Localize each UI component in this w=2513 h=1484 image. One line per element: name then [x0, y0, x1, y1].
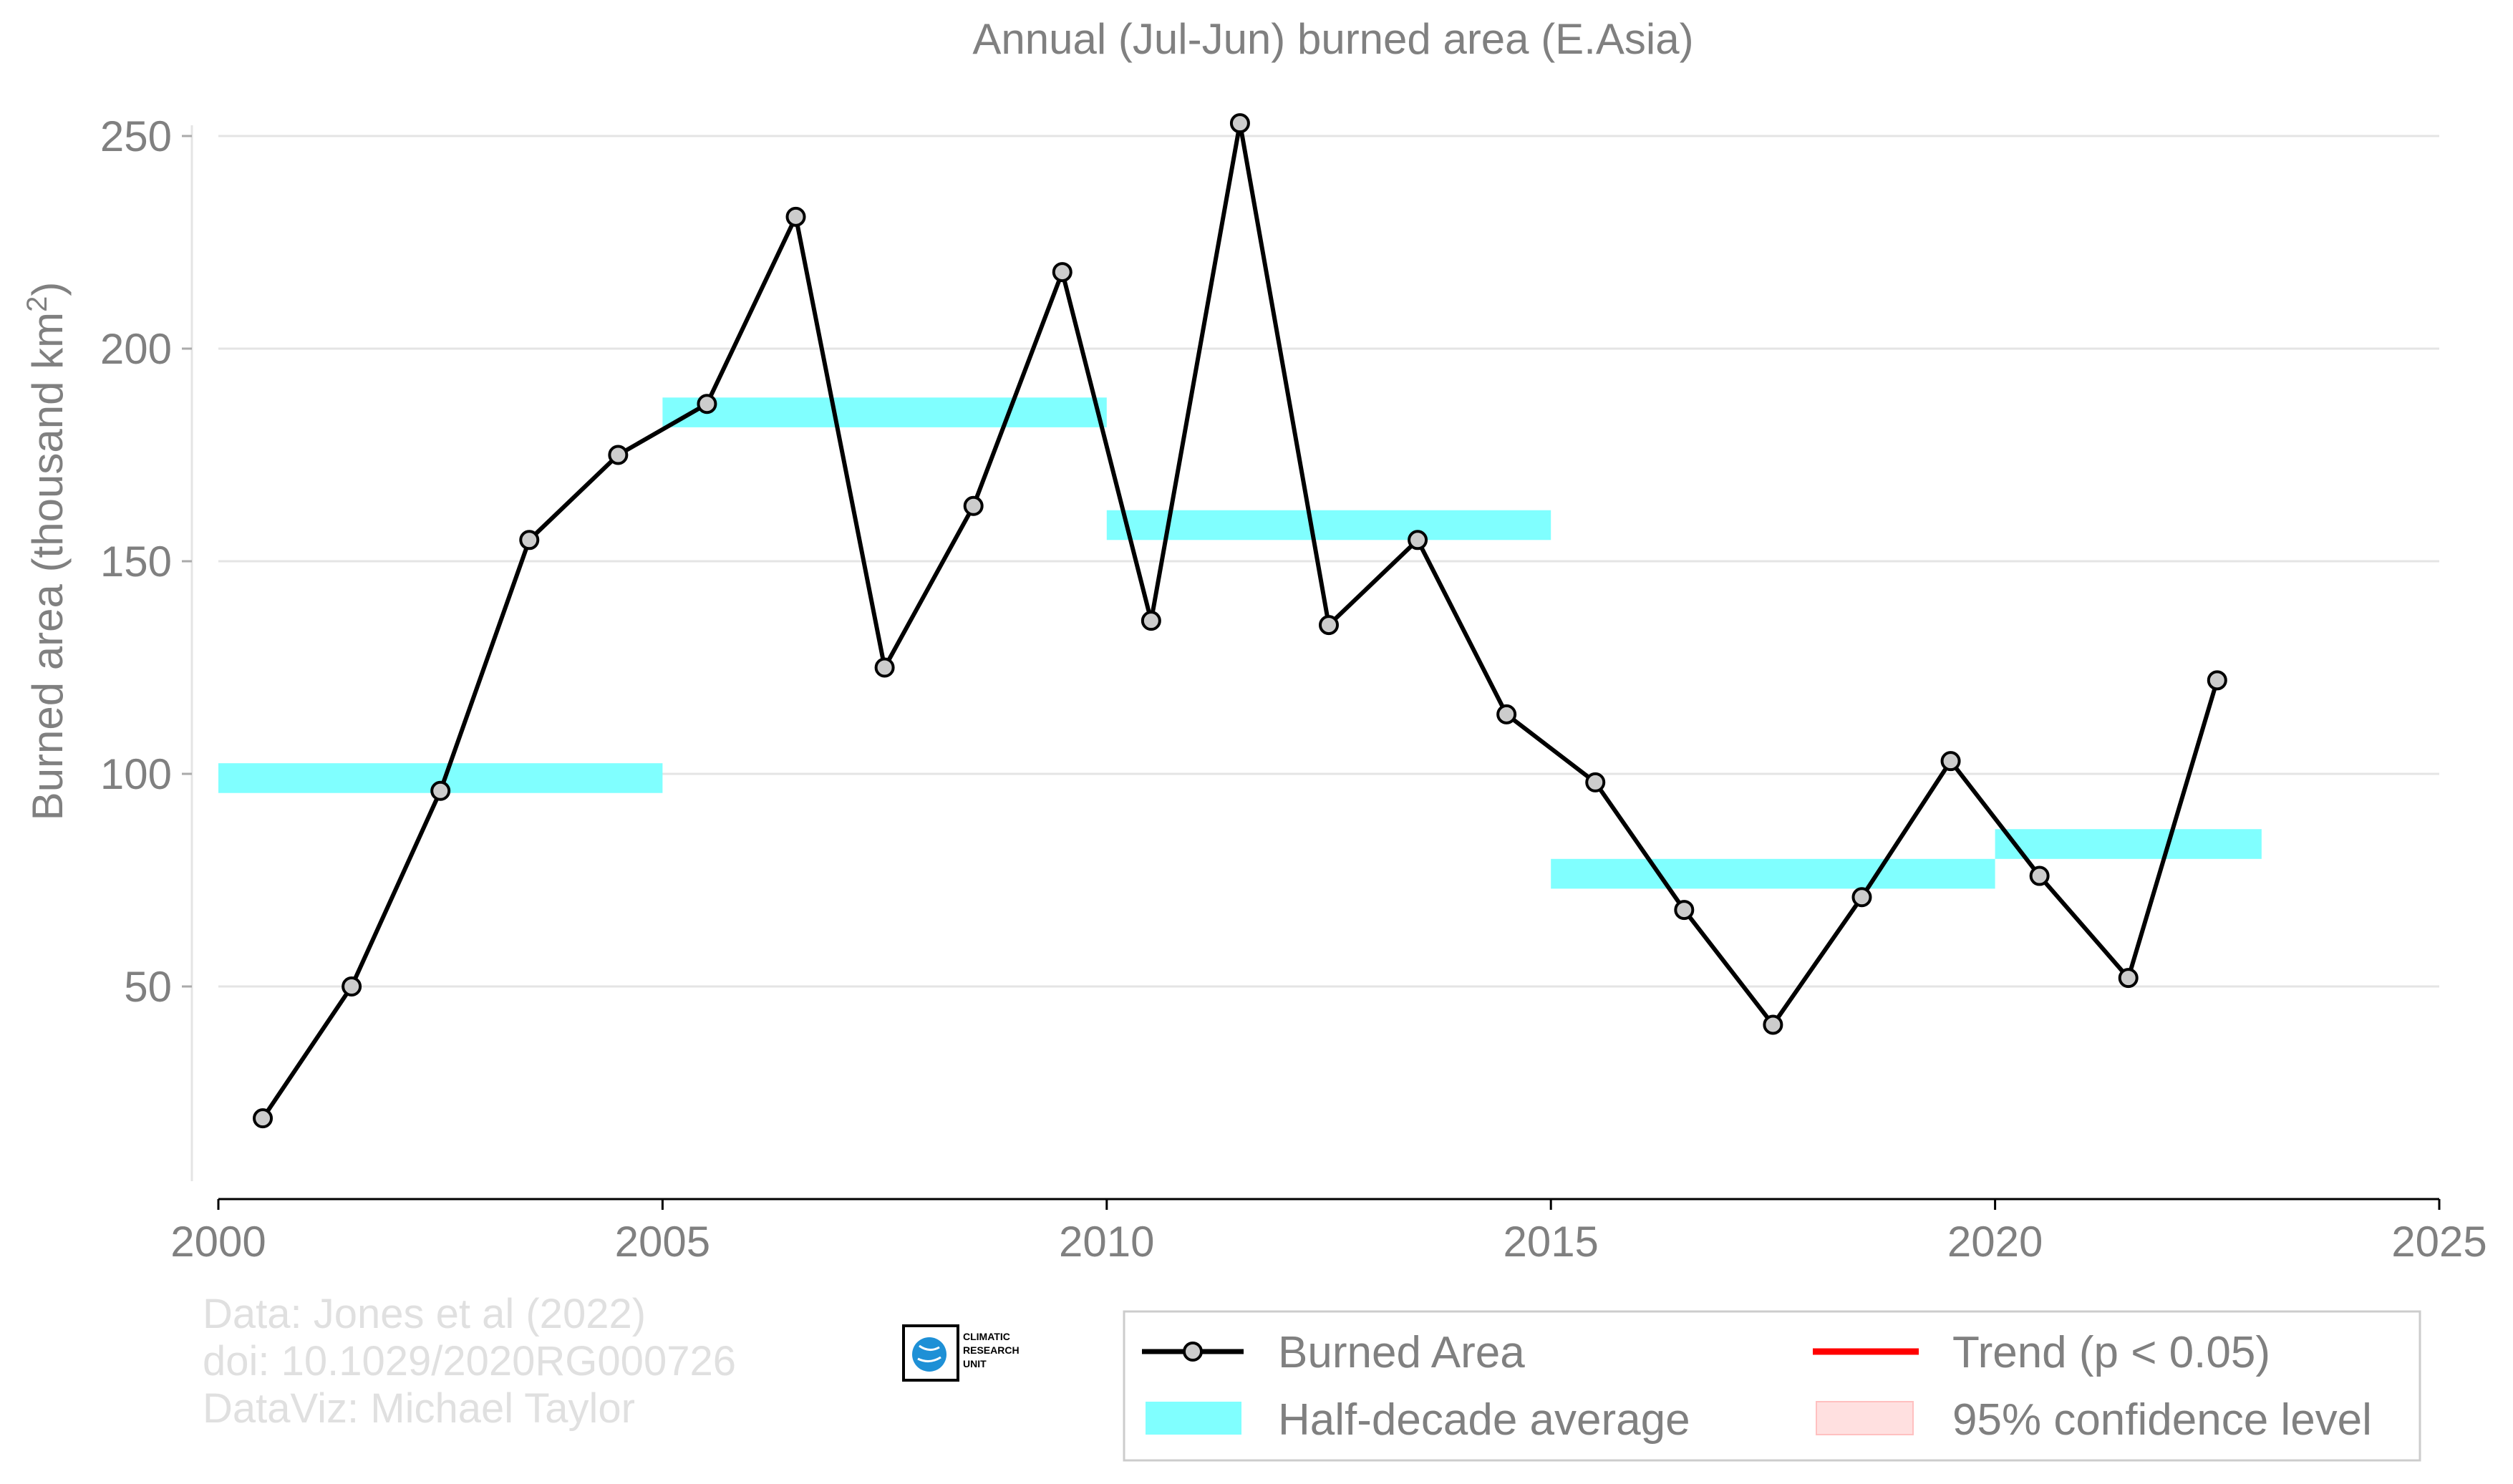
burned-area-series [253, 113, 2227, 1129]
data-point-2017 [1763, 1014, 1783, 1035]
legend: Burned Area Trend (p < 0.05) Half-decade… [1123, 1310, 2421, 1462]
half-decade-band-3 [1551, 858, 1995, 889]
data-point-2002 [430, 780, 451, 801]
data-point-2009 [1052, 262, 1072, 283]
data-point-2020 [2029, 865, 2050, 886]
x-tick-label-2025: 2025 [2391, 1218, 2487, 1266]
y-tick-labels: 50 100 150 200 250 [100, 112, 172, 1011]
x-tick-labels: 2000 2005 2010 2015 2020 2025 [170, 1218, 2487, 1266]
legend-confidence-swatch [1816, 1401, 1914, 1435]
data-point-2005 [697, 394, 717, 414]
legend-label-burned-area: Burned Area [1278, 1328, 1525, 1377]
legend-label-trend: Trend (p < 0.05) [1952, 1328, 2270, 1377]
x-tick-label-2020: 2020 [1947, 1218, 2043, 1266]
data-point-2019 [1940, 751, 1961, 772]
legend-burned-area-marker [1183, 1342, 1203, 1362]
logo-text-2: RESEARCH [963, 1344, 1020, 1356]
legend-label-half-decade: Half-decade average [1278, 1395, 1690, 1445]
burned-area-line [261, 121, 2219, 1120]
x-tick-label-2000: 2000 [170, 1218, 266, 1266]
data-point-2012 [1319, 615, 1339, 636]
y-axis-label: Burned area (thousand km2) [21, 282, 72, 821]
data-point-2015 [1585, 772, 1606, 792]
logo-text-3: UNIT [963, 1358, 987, 1369]
half-decade-band-1 [662, 397, 1107, 427]
y-tick-label-200: 200 [100, 325, 172, 373]
x-tick-label-2005: 2005 [615, 1218, 710, 1266]
data-point-2008 [963, 495, 984, 516]
cru-logo: CLIMATIC RESEARCH UNIT [902, 1324, 1020, 1382]
data-point-2013 [1408, 530, 1428, 551]
data-point-2018 [1851, 887, 1872, 908]
half-decade-band-2 [1106, 510, 1551, 540]
data-point-2003 [519, 530, 540, 551]
half-decade-average-bands [218, 397, 2262, 889]
legend-label-confidence: 95% confidence level [1952, 1395, 2372, 1445]
y-tick-label-50: 50 [124, 963, 172, 1011]
y-tick-label-100: 100 [100, 750, 172, 798]
data-point-2011 [1229, 113, 1250, 134]
globe-icon [912, 1337, 946, 1372]
y-tick-label-150: 150 [100, 538, 172, 586]
gridlines [218, 135, 2439, 988]
data-point-2000 [253, 1108, 273, 1129]
half-decade-band-4 [1995, 829, 2262, 859]
y-tick-label-250: 250 [100, 112, 172, 160]
data-point-2014 [1496, 704, 1517, 724]
legend-half-decade-swatch [1146, 1402, 1241, 1435]
data-point-2006 [785, 206, 806, 227]
x-tick-label-2015: 2015 [1503, 1218, 1598, 1266]
credit-line-data: Data: Jones et al (2022) [203, 1291, 646, 1337]
x-tick-label-2010: 2010 [1059, 1218, 1154, 1266]
logo-text-1: CLIMATIC [963, 1331, 1010, 1342]
data-point-2010 [1141, 611, 1161, 631]
data-point-2016 [1674, 900, 1695, 921]
data-credits: Data: Jones et al (2022) doi: 10.1029/20… [203, 1291, 736, 1432]
credit-line-dataviz: DataViz: Michael Taylor [203, 1385, 635, 1432]
data-point-2001 [342, 976, 362, 996]
data-point-2004 [608, 445, 629, 465]
data-point-2021 [2118, 968, 2139, 989]
data-point-2007 [874, 657, 895, 678]
legend-box [1123, 1310, 2421, 1462]
credit-line-doi: doi: 10.1029/2020RG000726 [203, 1338, 736, 1384]
chart-title: Annual (Jul-Jun) burned area (E.Asia) [972, 15, 1693, 63]
data-point-2022 [2207, 670, 2227, 691]
axes [182, 125, 2441, 1210]
